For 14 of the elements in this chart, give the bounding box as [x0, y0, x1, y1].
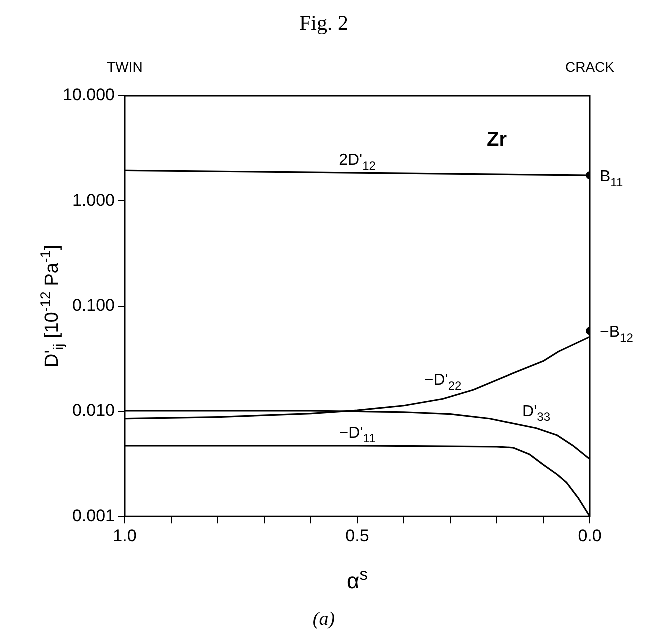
y-tick-label: 0.010 — [72, 401, 115, 420]
x-tick-label: 0.0 — [578, 526, 602, 546]
text: (a) — [312, 609, 336, 630]
x-tick-label: 1.0 — [113, 526, 137, 546]
text: TWIN — [107, 59, 143, 75]
x-tick-label: 0.5 — [346, 526, 370, 546]
y-tick-label: 0.001 — [72, 506, 115, 526]
y-tick-label: 0.100 — [72, 296, 115, 315]
annotation: Zr — [487, 129, 508, 151]
y-tick-label: 1.000 — [72, 190, 115, 210]
y-tick-label: 10.000 — [62, 86, 115, 105]
text: CRACK — [565, 59, 616, 75]
y-axis-title: D'ij [10-12 Pa-1] — [38, 245, 68, 368]
chart-title: Fig. 2 — [299, 11, 349, 35]
